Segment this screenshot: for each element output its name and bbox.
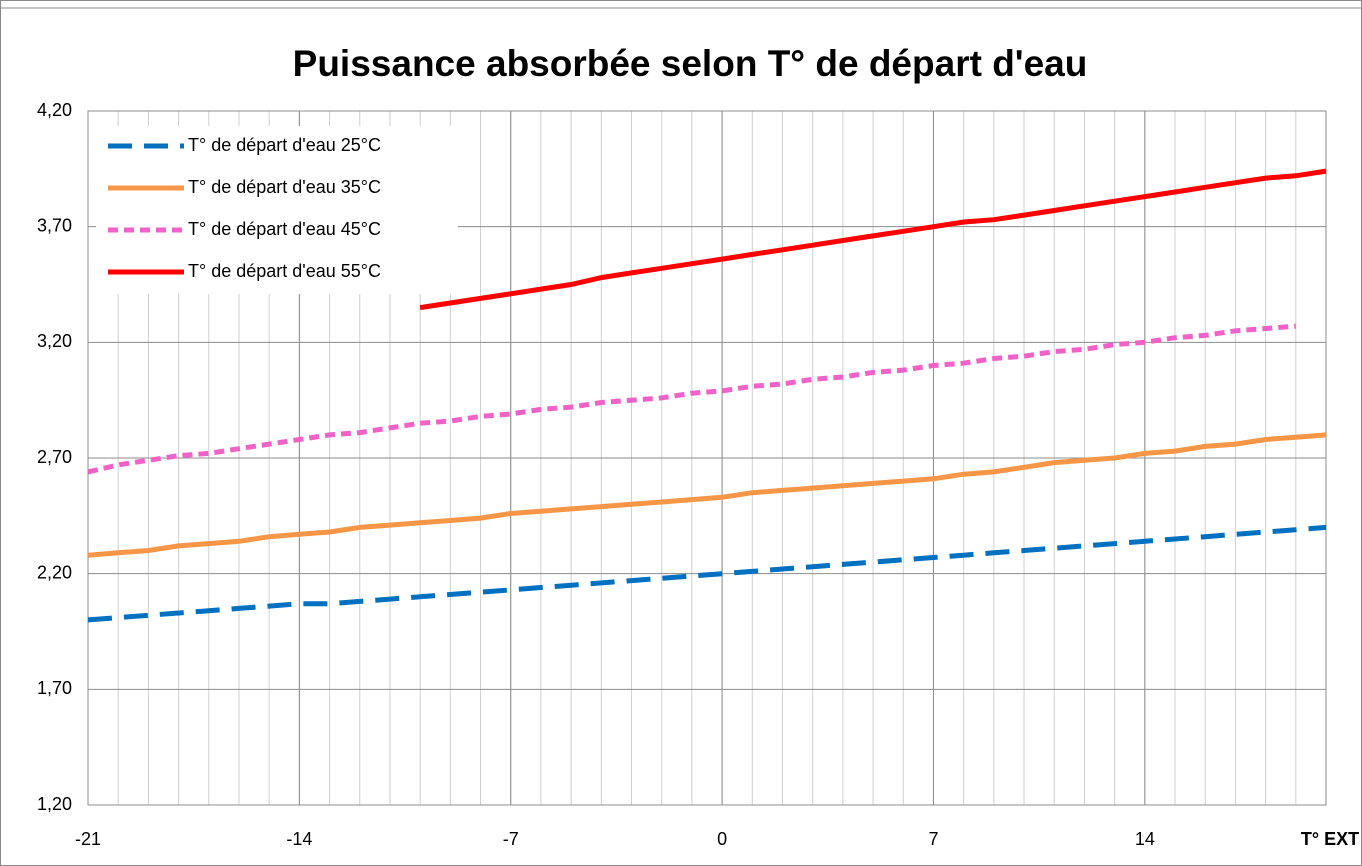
x-tick-label: 7 [928,829,938,849]
series-line [87,432,1327,558]
x-tick-label: -21 [75,829,101,849]
plot-border [87,110,1327,806]
x-tick-label: 0 [717,829,727,849]
y-tick-label: 3,70 [37,215,72,235]
legend-label: T° de départ d'eau 35°C [188,177,381,197]
legend-label: T° de départ d'eau 45°C [188,219,381,239]
legend-box [96,126,458,294]
series-line [87,524,1327,623]
legend-label: T° de départ d'eau 25°C [188,135,381,155]
series-line [87,323,1296,475]
y-tick-label: 2,70 [37,447,72,467]
legend-label: T° de départ d'eau 55°C [188,261,381,281]
x-tick-label: -14 [286,829,312,849]
series-line [419,168,1327,311]
y-tick-label: 3,20 [37,331,72,351]
y-tick-label: 4,20 [37,100,72,120]
y-tick-label: 1,20 [37,794,72,814]
y-tick-label: 1,70 [37,678,72,698]
x-tick-label: -7 [503,829,519,849]
y-tick-label: 2,20 [37,562,72,582]
chart-title: Puissance absorbée selon T° de départ d'… [293,43,1088,84]
x-axis-label: T° EXT [1301,829,1359,849]
x-tick-label: 14 [1135,829,1155,849]
